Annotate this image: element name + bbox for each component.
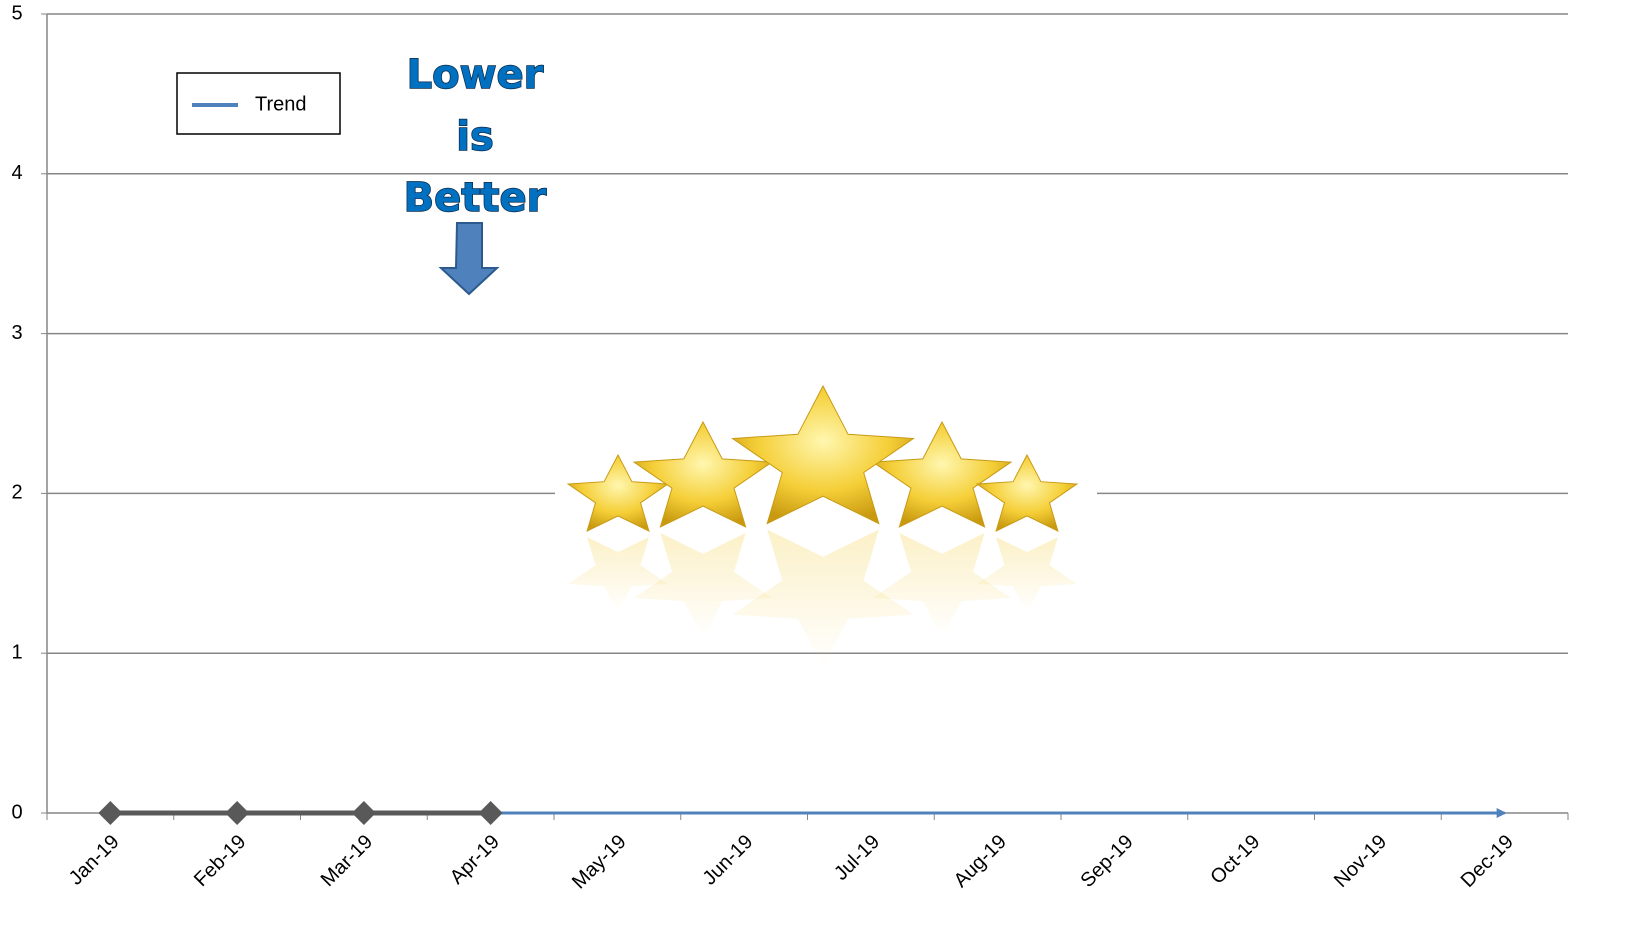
y-tick-label: 1: [11, 641, 22, 663]
star-reflection: [568, 537, 668, 613]
marker: [351, 801, 376, 825]
star: [731, 384, 915, 525]
star: [632, 420, 774, 528]
x-tick-label: Sep-19: [1076, 831, 1137, 892]
y-tick-label: 5: [11, 2, 22, 24]
annotation: Better: [404, 175, 547, 221]
x-tick-label: Apr-19: [446, 831, 504, 889]
marker: [478, 801, 503, 825]
x-tick-label: Jan-19: [65, 831, 124, 890]
annotation: Lower: [407, 52, 544, 98]
x-tick-label: Oct-19: [1206, 831, 1264, 889]
x-tick-label: Dec-19: [1457, 831, 1518, 892]
star: [871, 420, 1013, 528]
marker: [98, 801, 123, 825]
annotation: is: [456, 114, 494, 160]
x-tick-label: Feb-19: [190, 831, 250, 891]
star-reflection: [977, 537, 1077, 613]
x-tick-label: Nov-19: [1330, 831, 1391, 892]
stars-image: [566, 384, 1079, 668]
y-tick-label: 0: [11, 801, 22, 823]
x-tick-label: Mar-19: [317, 831, 377, 891]
x-tick-label: Jun-19: [699, 831, 758, 890]
star: [566, 453, 670, 532]
marker: [225, 801, 250, 825]
legend-label: Trend: [255, 93, 307, 115]
x-tick-label: Aug-19: [950, 831, 1011, 892]
star: [975, 453, 1079, 532]
star-reflection: [873, 533, 1011, 638]
y-tick-label: 3: [11, 322, 22, 344]
x-tick-label: May-19: [568, 831, 631, 894]
star-reflection: [634, 533, 772, 638]
y-tick-label: 2: [11, 482, 22, 504]
x-tick-label: Jul-19: [830, 831, 884, 885]
y-tick-label: 4: [11, 162, 22, 184]
down-arrow: [438, 222, 500, 296]
star-reflection: [732, 529, 914, 668]
